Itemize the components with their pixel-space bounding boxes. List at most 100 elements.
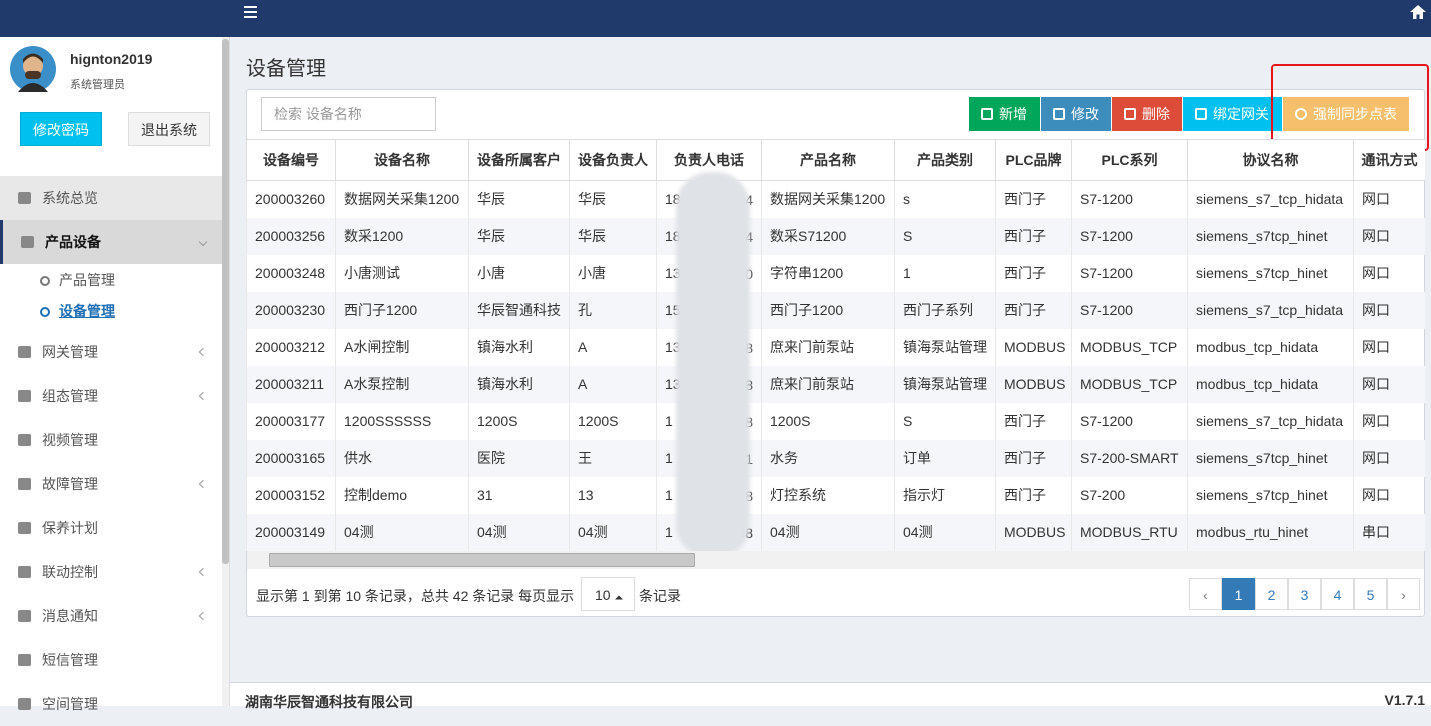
toolbar-button[interactable]: 修改 xyxy=(1041,97,1111,131)
table-cell: 镇海水利 xyxy=(468,365,570,403)
page-button[interactable]: 5 xyxy=(1354,578,1387,610)
menu-icon xyxy=(18,346,31,358)
menu-icon xyxy=(18,566,31,578)
phone-start: 1 xyxy=(665,524,673,540)
menu-item[interactable]: 联动控制 xyxy=(0,550,222,594)
menu-item[interactable]: 故障管理 xyxy=(0,462,222,506)
scroll-thumb[interactable] xyxy=(222,39,229,564)
menu-icon xyxy=(21,236,34,248)
table-cell: 字符串1200 xyxy=(761,254,895,292)
toolbar-button[interactable]: 绑定网关 xyxy=(1183,97,1282,131)
table-row[interactable]: 200003256数采1200华辰华辰184数采S71200S西门子S7-120… xyxy=(246,217,1425,255)
column-header[interactable]: PLC系列 xyxy=(1071,139,1188,181)
table-row[interactable]: 200003260数据网关采集1200华辰华辰184数据网关采集1200s西门子… xyxy=(246,180,1425,218)
toolbar-button[interactable]: 新增 xyxy=(969,97,1040,131)
home-icon[interactable] xyxy=(1410,5,1426,19)
radio-icon xyxy=(40,307,50,317)
page-size-select[interactable]: 10 xyxy=(581,577,635,611)
table-head: 设备编号 设备名称 设备所属客户 设备负责人 负责人电话 产品名称 产品类别 PLC品牌 PLC… xyxy=(246,139,1425,181)
column-header[interactable]: 产品名称 xyxy=(761,139,895,181)
menu-item[interactable]: 消息通知 xyxy=(0,594,222,638)
column-header[interactable]: 设备负责人 xyxy=(569,139,657,181)
page-button[interactable]: ‹ xyxy=(1189,578,1222,610)
menu-item[interactable]: 视频管理 xyxy=(0,418,222,462)
table-cell: siemens_s7tcp_hinet xyxy=(1187,476,1354,514)
menu-icon xyxy=(18,698,31,710)
menu-toggle[interactable] xyxy=(244,6,258,18)
phone-start: 1 xyxy=(665,487,673,503)
table-cell: 数据网关采集1200 xyxy=(335,180,469,218)
table-row[interactable]: 200003230 西门子1200 华辰智通科技孔 15 西门子1200 西门子系列 西门子… xyxy=(246,291,1425,329)
table-row[interactable]: 200003152控制demo311318灯控系统指示灯西门子S7-200sie… xyxy=(246,476,1425,514)
column-header[interactable]: 通讯方式 xyxy=(1353,139,1425,181)
menu-chevron xyxy=(198,237,208,247)
page-button[interactable]: 3 xyxy=(1288,578,1321,610)
column-header[interactable]: 协议名称 xyxy=(1187,139,1354,181)
table-cell: 订单 xyxy=(894,439,996,477)
menu-label: 视频管理 xyxy=(42,432,98,448)
submenu-item[interactable]: 产品管理 xyxy=(40,270,115,290)
menu-label: 网关管理 xyxy=(42,344,98,360)
h-scroll-thumb[interactable] xyxy=(269,553,695,567)
user-role: 系统管理员 xyxy=(70,79,125,91)
menu-item[interactable]: 组态管理 xyxy=(0,374,222,418)
column-header[interactable]: 产品类别 xyxy=(894,139,996,181)
toolbar-label: 新增 xyxy=(999,106,1027,122)
menu-label: 空间管理 xyxy=(42,696,98,712)
column-header[interactable]: PLC品牌 xyxy=(995,139,1072,181)
change-password-button[interactable]: 修改密码 xyxy=(20,112,102,146)
table-cell: S7-1200 xyxy=(1071,217,1188,255)
table-row[interactable]: 2000031771200SSSSSS1200S1200S181200SS西门子… xyxy=(246,402,1425,440)
toolbar-button[interactable]: 删除 xyxy=(1112,97,1182,131)
table-cell: 200003211 xyxy=(246,365,336,403)
toolbar-label: 强制同步点表 xyxy=(1313,106,1397,122)
table-row[interactable]: 200003165供水医院王11水务订单西门子S7-200-SMARTsieme… xyxy=(246,439,1425,477)
phone-start: 1 xyxy=(665,450,673,466)
search-input[interactable]: 检索 设备名称 xyxy=(261,97,436,131)
table-cell: 王 xyxy=(569,439,657,477)
table-cell: 小唐测试 xyxy=(335,254,469,292)
table-cell: 网口 xyxy=(1353,476,1425,514)
table-cell: S7-200-SMART xyxy=(1071,439,1188,477)
table-cell: 数采S71200 xyxy=(761,217,895,255)
table-cell: 西门子 xyxy=(995,180,1072,218)
toolbar-icon xyxy=(981,108,993,120)
menu-item[interactable]: 空间管理 xyxy=(0,682,222,726)
menu-chevron xyxy=(198,391,208,401)
menu-item[interactable]: 网关管理 xyxy=(0,330,222,374)
menu-item[interactable]: 系统总览 xyxy=(0,176,222,220)
page-button[interactable]: 1 xyxy=(1222,578,1255,610)
page-button[interactable]: 2 xyxy=(1255,578,1288,610)
page-button[interactable]: 4 xyxy=(1321,578,1354,610)
table-row[interactable]: 200003211A水泵控制镇海水利A138庶来门前泵站镇海泵站管理MODBUS… xyxy=(246,365,1425,403)
table-cell: 西门子 xyxy=(995,217,1072,255)
table-cell: 数据网关采集1200 xyxy=(761,180,895,218)
menu-icon xyxy=(18,434,31,446)
column-header[interactable]: 设备编号 xyxy=(246,139,336,181)
table-row[interactable]: 20000314904测04测04测13804测04测MODBUSMODBUS_… xyxy=(246,513,1425,551)
table-cell: 31 xyxy=(468,476,570,514)
table-row[interactable]: 200003212A水闸控制镇海水利A138庶来门前泵站镇海泵站管理MODBUS… xyxy=(246,328,1425,366)
toolbar-button[interactable]: 强制同步点表 xyxy=(1283,97,1409,131)
menu-item[interactable]: 保养计划 xyxy=(0,506,222,550)
column-header[interactable]: 设备名称 xyxy=(335,139,469,181)
table-row[interactable]: 200003248小唐测试小唐小唐130字符串12001西门子S7-1200si… xyxy=(246,254,1425,292)
submenu-item[interactable]: 设备管理 xyxy=(40,301,115,321)
blur-mask xyxy=(676,172,750,558)
caret xyxy=(614,595,623,600)
footer: 湖南华辰智通科技有限公司 V1.7.1 xyxy=(230,682,1431,710)
column-header[interactable]: 设备所属客户 xyxy=(468,139,570,181)
page-button[interactable]: › xyxy=(1387,578,1420,610)
menu-chevron xyxy=(198,611,208,621)
menu-item[interactable]: 短信管理 xyxy=(0,638,222,682)
table-cell: 西门子 xyxy=(995,254,1072,292)
menu-item[interactable]: 产品设备 xyxy=(0,220,222,264)
table-cell: S xyxy=(894,217,996,255)
table-cell: 1 xyxy=(894,254,996,292)
table-cell: 西门子 xyxy=(995,439,1072,477)
table-cell: 04测 xyxy=(335,513,469,551)
logout-button[interactable]: 退出系统 xyxy=(128,112,210,146)
table-cell: 网口 xyxy=(1353,291,1425,329)
menu-label: 联动控制 xyxy=(42,564,98,580)
